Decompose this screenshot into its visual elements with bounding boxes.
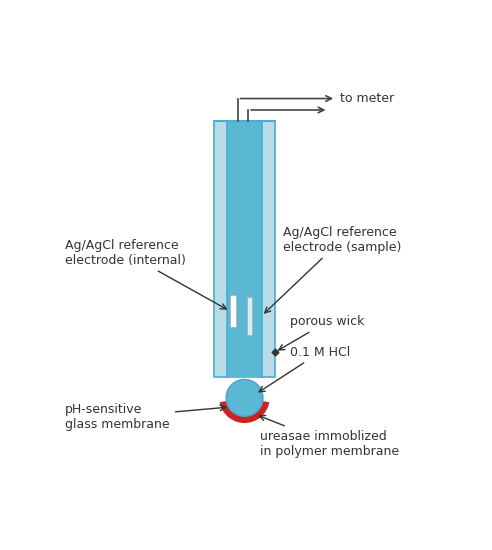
Text: pH-sensitive
glass membrane: pH-sensitive glass membrane	[65, 403, 225, 431]
Text: 0.1 M HCl: 0.1 M HCl	[259, 345, 350, 392]
Text: Ag/AgCl reference
electrode (sample): Ag/AgCl reference electrode (sample)	[265, 226, 401, 313]
Bar	[230, 295, 236, 327]
Bar	[227, 122, 262, 377]
Circle shape	[226, 379, 263, 416]
Wedge shape	[220, 401, 269, 423]
Text: to meter: to meter	[340, 92, 394, 105]
Bar	[214, 122, 275, 377]
Text: porous wick: porous wick	[279, 315, 365, 350]
Text: Ag/AgCl reference
electrode (internal): Ag/AgCl reference electrode (internal)	[65, 239, 226, 309]
Text: ureasae immoblized
in polymer membrane: ureasae immoblized in polymer membrane	[260, 415, 399, 458]
Bar	[246, 297, 251, 335]
